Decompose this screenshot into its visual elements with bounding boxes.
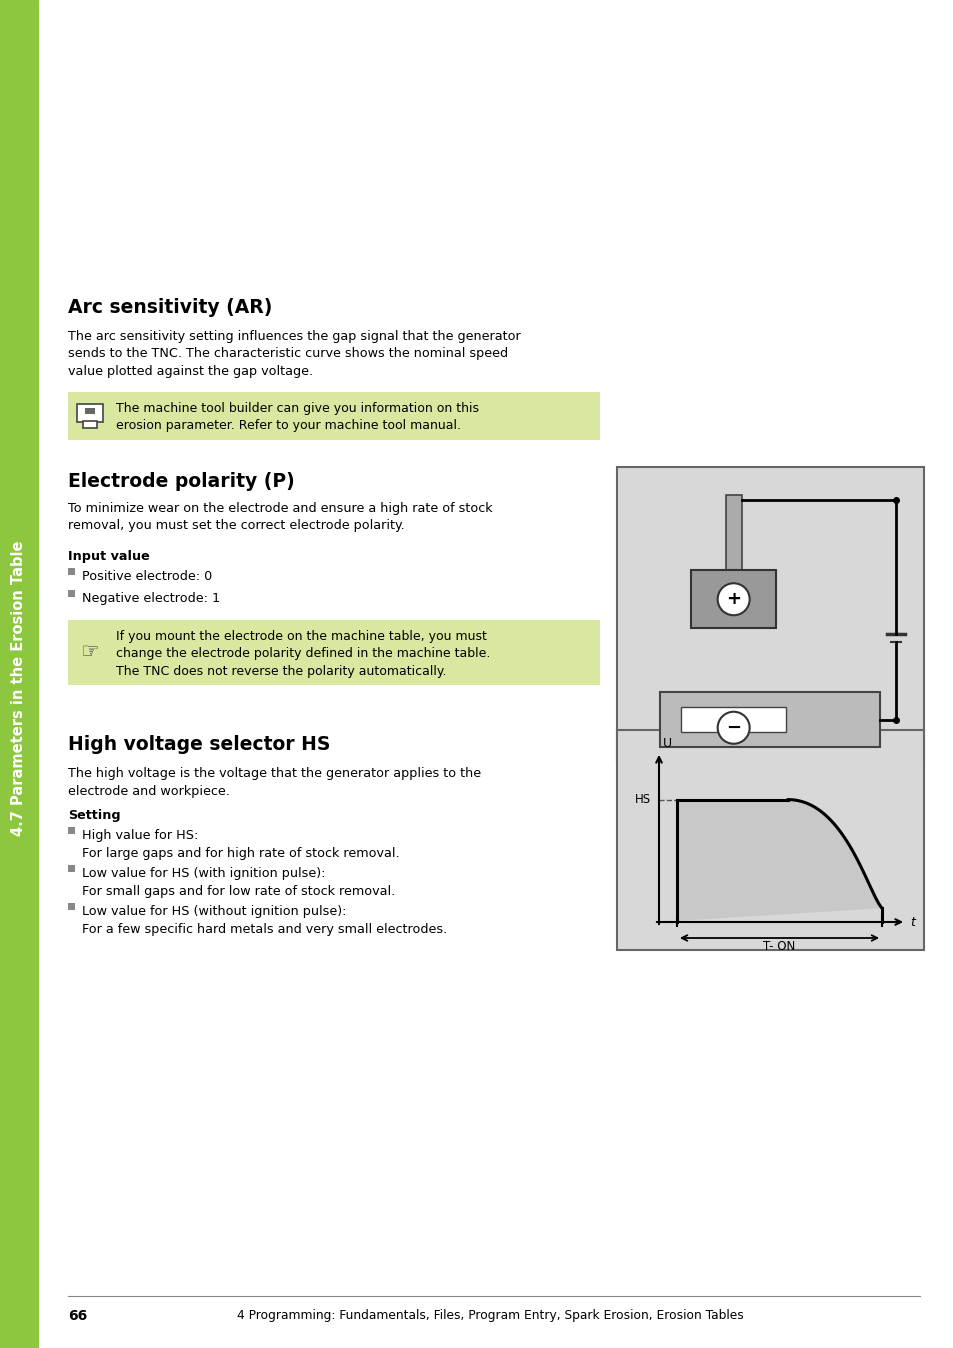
Text: −: − — [725, 718, 740, 737]
Bar — [68, 903, 75, 910]
Bar — [68, 590, 75, 597]
Bar — [68, 392, 599, 439]
Text: The high voltage is the voltage that the generator applies to the
electrode and : The high voltage is the voltage that the… — [68, 767, 480, 798]
Text: HS: HS — [635, 793, 651, 806]
Text: For a few specific hard metals and very small electrodes.: For a few specific hard metals and very … — [82, 923, 447, 936]
Bar — [77, 404, 103, 422]
Text: ☞: ☞ — [81, 643, 99, 662]
Bar — [68, 865, 75, 872]
Bar — [659, 692, 880, 747]
Text: t: t — [909, 915, 914, 929]
Text: U: U — [662, 737, 672, 749]
Text: The arc sensitivity setting influences the gap signal that the generator
sends t: The arc sensitivity setting influences t… — [68, 330, 520, 377]
Text: T- ON: T- ON — [762, 940, 795, 953]
Circle shape — [717, 584, 749, 615]
Polygon shape — [659, 799, 882, 922]
Text: To minimize wear on the electrode and ensure a high rate of stock
removal, you m: To minimize wear on the electrode and en… — [68, 501, 492, 532]
Text: The machine tool builder can give you information on this
erosion parameter. Ref: The machine tool builder can give you in… — [116, 402, 478, 433]
Text: Arc sensitivity (AR): Arc sensitivity (AR) — [68, 298, 273, 317]
Bar — [85, 408, 95, 414]
Text: For large gaps and for high rate of stock removal.: For large gaps and for high rate of stoc… — [82, 847, 399, 860]
Text: Positive electrode: 0: Positive electrode: 0 — [82, 570, 212, 582]
Text: +: + — [725, 590, 740, 608]
Text: Low value for HS (without ignition pulse):: Low value for HS (without ignition pulse… — [82, 905, 346, 918]
Text: Negative electrode: 1: Negative electrode: 1 — [82, 592, 220, 605]
Text: If you mount the electrode on the machine table, you must
change the electrode p: If you mount the electrode on the machin… — [116, 630, 490, 678]
Text: Low value for HS (with ignition pulse):: Low value for HS (with ignition pulse): — [82, 867, 325, 880]
Bar — [680, 708, 785, 732]
Text: High value for HS:: High value for HS: — [82, 829, 198, 842]
Bar — [617, 466, 923, 762]
Text: 4 Programming: Fundamentals, Files, Program Entry, Spark Erosion, Erosion Tables: 4 Programming: Fundamentals, Files, Prog… — [236, 1309, 742, 1322]
Text: Input value: Input value — [68, 550, 150, 563]
Bar — [617, 731, 923, 950]
Text: 4.7 Parameters in the Erosion Table: 4.7 Parameters in the Erosion Table — [11, 541, 27, 836]
Bar — [68, 568, 75, 576]
Text: High voltage selector HS: High voltage selector HS — [68, 735, 330, 754]
Text: For small gaps and for low rate of stock removal.: For small gaps and for low rate of stock… — [82, 886, 395, 898]
Bar — [725, 495, 740, 570]
Bar — [68, 620, 599, 685]
Text: Setting: Setting — [68, 809, 120, 822]
Bar — [83, 421, 97, 429]
Text: 66: 66 — [68, 1309, 87, 1322]
Text: Electrode polarity (P): Electrode polarity (P) — [68, 472, 294, 491]
Bar — [690, 570, 776, 628]
Bar — [68, 828, 75, 834]
Bar — [0, 0, 38, 1348]
Circle shape — [717, 712, 749, 744]
